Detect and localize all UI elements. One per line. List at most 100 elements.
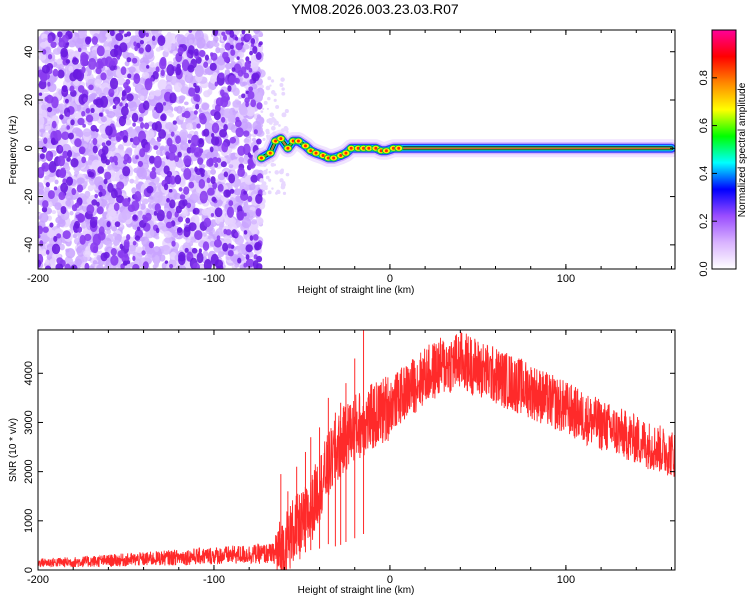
- noise-peak: [126, 156, 132, 164]
- noise-peak: [252, 45, 258, 54]
- noise-peak: [149, 170, 157, 180]
- y-tick-label: 3000: [23, 410, 35, 434]
- noise-peak: [56, 233, 62, 239]
- noise-speck: [184, 101, 189, 106]
- noise-peak: [243, 262, 248, 268]
- noise-peak: [216, 235, 221, 241]
- noise-peak: [85, 36, 91, 45]
- noise-peak: [156, 209, 165, 222]
- noise-peak: [212, 156, 218, 164]
- noise-peak: [90, 107, 95, 114]
- noise-peak: [58, 191, 66, 201]
- trace-node-core: [384, 149, 388, 153]
- trace-node-core: [344, 151, 348, 155]
- noise-peak: [41, 162, 50, 172]
- onset-speck: [266, 107, 269, 110]
- noise-speck: [154, 95, 161, 101]
- noise-peak: [234, 36, 239, 41]
- onset-speck: [281, 87, 285, 91]
- noise-peak: [178, 187, 183, 192]
- noise-peak: [193, 147, 203, 158]
- noise-peak: [74, 138, 82, 148]
- noise-peak: [237, 145, 246, 156]
- noise-peak: [52, 68, 59, 77]
- noise-speck: [65, 192, 74, 201]
- noise-peak: [214, 259, 224, 269]
- noise-peak: [162, 101, 167, 106]
- noise-peak: [157, 35, 166, 46]
- onset-speck: [280, 184, 286, 190]
- colorbar-tick-label: 0.0: [698, 261, 710, 276]
- noise-peak: [247, 90, 255, 100]
- noise-peak: [93, 99, 99, 105]
- noise-peak: [202, 241, 210, 251]
- noise-speck: [173, 82, 183, 93]
- noise-speck: [149, 139, 157, 146]
- noise-peak: [153, 155, 162, 169]
- noise-speck: [65, 199, 71, 207]
- trace-node-core: [397, 146, 401, 150]
- noise-peak: [134, 73, 140, 79]
- noise-peak: [96, 45, 105, 57]
- noise-peak: [175, 66, 182, 76]
- onset-speck: [285, 110, 289, 113]
- noise-peak: [230, 44, 234, 50]
- noise-speck: [210, 168, 216, 175]
- noise-peak: [248, 86, 254, 92]
- onset-speck: [267, 117, 273, 123]
- onset-speck: [269, 112, 275, 118]
- noise-peak: [47, 190, 55, 200]
- noise-peak: [47, 106, 53, 113]
- noise-peak: [206, 158, 214, 167]
- noise-speck: [159, 254, 166, 262]
- noise-peak: [251, 72, 260, 82]
- noise-peak: [133, 41, 137, 47]
- noise-speck: [190, 236, 197, 243]
- noise-speck: [106, 110, 116, 119]
- noise-speck: [163, 230, 172, 238]
- noise-speck: [164, 236, 173, 244]
- noise-speck: [251, 83, 258, 90]
- noise-speck: [94, 78, 102, 87]
- noise-speck: [69, 211, 74, 216]
- noise-speck: [253, 30, 261, 35]
- noise-speck: [155, 47, 161, 52]
- spectrogram-heatmap: [38, 30, 675, 269]
- noise-peak: [226, 206, 235, 218]
- noise-peak: [53, 186, 58, 191]
- noise-peak: [132, 240, 137, 246]
- trace-node-core: [326, 156, 330, 160]
- noise-peak: [187, 139, 192, 144]
- noise-peak: [104, 171, 112, 180]
- noise-peak: [127, 73, 132, 79]
- noise-peak: [223, 228, 228, 235]
- noise-peak: [249, 235, 254, 241]
- noise-speck: [212, 72, 218, 78]
- noise-peak: [117, 250, 125, 258]
- noise-peak: [88, 57, 97, 70]
- noise-peak: [223, 189, 232, 198]
- noise-peak: [120, 66, 127, 76]
- figure-title: YM08.2026.003.23.03.R07: [291, 1, 459, 17]
- noise-speck: [160, 161, 166, 167]
- noise-speck: [235, 195, 242, 203]
- snr-plot-area: [38, 330, 675, 570]
- noise-peak: [126, 31, 132, 37]
- noise-peak: [183, 167, 192, 180]
- noise-peak: [228, 75, 236, 86]
- y-tick-label: 1000: [23, 509, 35, 533]
- noise-peak: [155, 66, 160, 73]
- noise-speck: [44, 125, 52, 131]
- noise-peak: [60, 205, 67, 215]
- noise-peak: [122, 135, 128, 143]
- noise-peak: [169, 92, 177, 104]
- noise-peak: [192, 262, 200, 269]
- y-tick-label: 2000: [23, 459, 35, 483]
- noise-peak: [58, 169, 67, 179]
- noise-speck: [65, 248, 70, 253]
- noise-peak: [92, 137, 98, 146]
- noise-speck: [198, 163, 206, 170]
- noise-speck: [105, 240, 113, 247]
- noise-peak: [237, 257, 242, 264]
